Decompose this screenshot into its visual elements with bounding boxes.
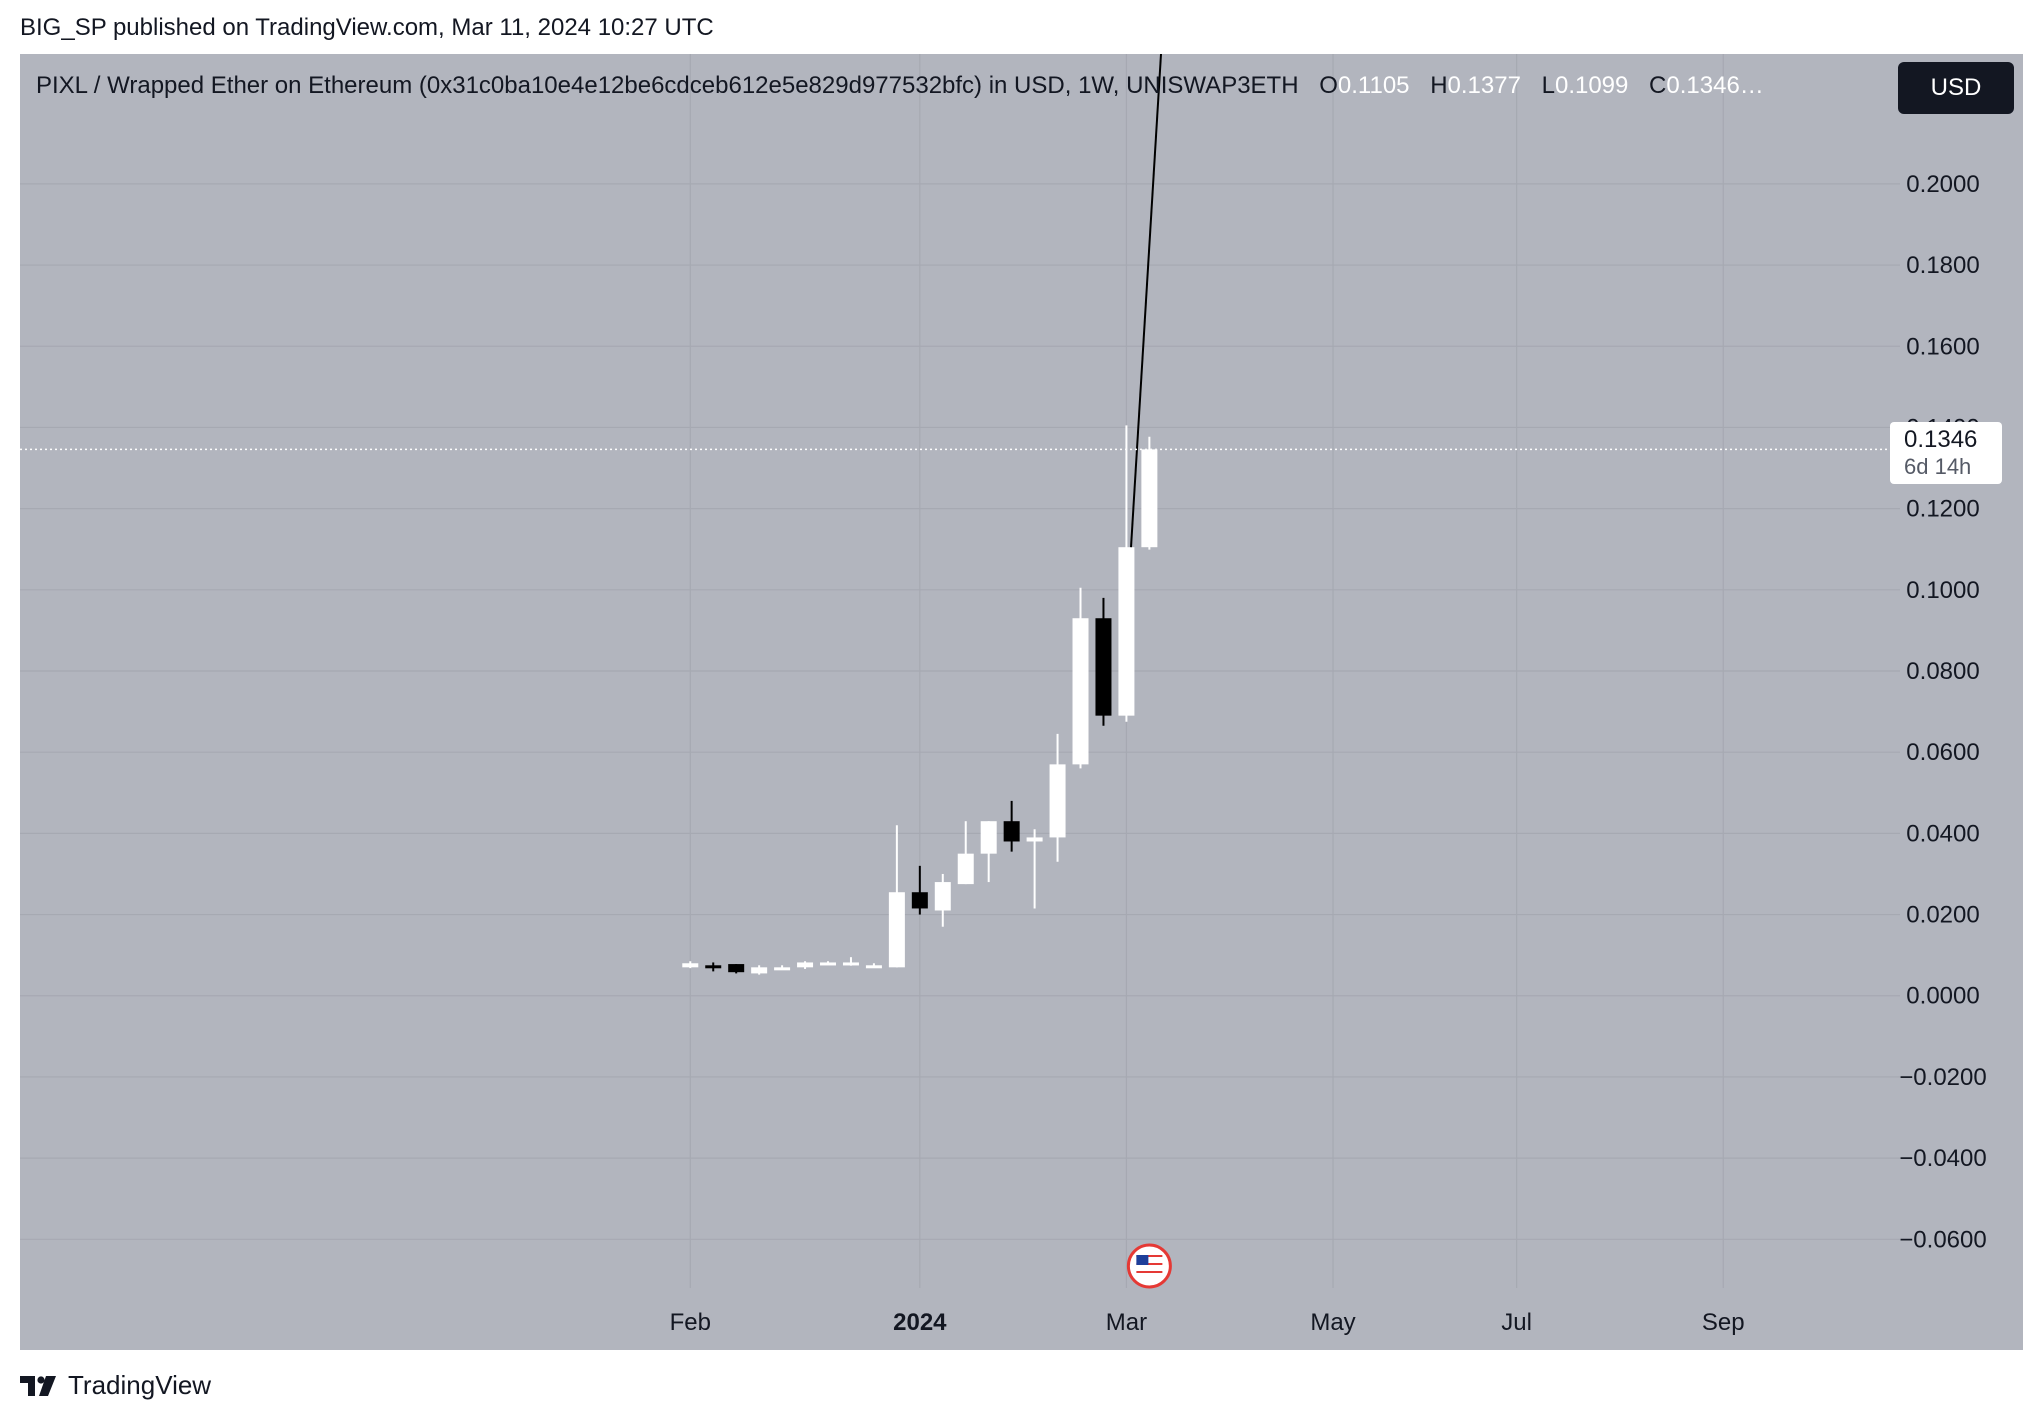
- close-key: C: [1649, 72, 1667, 99]
- chart-legend: PIXL / Wrapped Ether on Ethereum (0x31c0…: [36, 72, 1764, 100]
- high-key: H: [1430, 72, 1448, 99]
- symbol-description: PIXL / Wrapped Ether on Ethereum (0x31c0…: [36, 72, 1299, 99]
- chart-area[interactable]: 0.20000.18000.16000.14000.12000.10000.08…: [20, 54, 2023, 1350]
- candle-body: [728, 964, 745, 973]
- x-tick-label: May: [1310, 1309, 1355, 1336]
- y-tick-label: 0.1800: [1906, 252, 1979, 279]
- y-tick-label: 0.2000: [1906, 171, 1979, 198]
- y-tick-label: 0.0800: [1906, 658, 1979, 685]
- flag-stripe: [1136, 1275, 1163, 1277]
- candle-body: [774, 967, 791, 971]
- x-tick-label: Feb: [670, 1309, 711, 1336]
- flag-stripe: [1136, 1263, 1163, 1265]
- low-value: 0.1099: [1554, 72, 1629, 99]
- candle-body: [980, 821, 997, 854]
- publish-info: BIG_SP published on TradingView.com, Mar…: [20, 14, 714, 41]
- candle-body: [682, 963, 699, 968]
- candle-body: [842, 962, 859, 966]
- close-value: 0.1346…: [1666, 72, 1764, 99]
- y-tick-label: −0.0400: [1899, 1145, 1986, 1172]
- candle-body: [911, 892, 928, 909]
- last-price-tag: 0.1346 6d 14h: [1890, 422, 2002, 484]
- candle-body: [1003, 821, 1020, 842]
- candle-body: [1095, 618, 1112, 716]
- candle-body: [1072, 618, 1089, 765]
- candle-body: [888, 892, 905, 968]
- y-tick-label: 0.1600: [1906, 333, 1979, 360]
- candle-body: [1118, 547, 1135, 716]
- candle-body: [957, 853, 974, 885]
- flag-stripe: [1136, 1271, 1163, 1273]
- candle-body: [797, 962, 814, 968]
- tradingview-wordmark: TradingView: [68, 1370, 212, 1400]
- candle-body: [751, 967, 768, 974]
- trend-line: [1130, 54, 1163, 548]
- x-tick-label: Jul: [1501, 1309, 1532, 1336]
- candle-body: [865, 965, 882, 969]
- candle-body: [705, 965, 722, 969]
- x-tick-label: 2024: [893, 1309, 947, 1336]
- open-key: O: [1319, 72, 1338, 99]
- open-value: 0.1105: [1337, 72, 1410, 99]
- flag-stripe: [1136, 1267, 1163, 1269]
- candlestick-chart[interactable]: 0.20000.18000.16000.14000.12000.10000.08…: [20, 54, 2023, 1350]
- y-tick-label: −0.0200: [1899, 1064, 1986, 1091]
- last-price-value: 0.1346: [1904, 426, 1978, 453]
- y-tick-label: 0.1200: [1906, 496, 1979, 523]
- y-tick-label: 0.0600: [1906, 739, 1979, 766]
- y-tick-label: −0.0600: [1899, 1226, 1986, 1253]
- tradingview-logo[interactable]: TradingView: [20, 1370, 211, 1401]
- x-tick-label: Mar: [1106, 1309, 1147, 1336]
- us-flag-icon: [1126, 1243, 1172, 1289]
- tradingview-logo-icon: [20, 1375, 56, 1396]
- candle-body: [820, 962, 837, 966]
- candle-body: [1141, 449, 1158, 548]
- flag-canton: [1136, 1255, 1149, 1265]
- flag-stripe: [1136, 1255, 1163, 1257]
- y-tick-label: 0.0000: [1906, 983, 1979, 1010]
- high-value: 0.1377: [1447, 72, 1521, 99]
- low-key: L: [1541, 72, 1555, 99]
- y-tick-label: 0.0200: [1906, 902, 1979, 929]
- x-tick-label: Sep: [1702, 1309, 1745, 1336]
- candle-body: [1049, 764, 1066, 838]
- y-tick-label: 0.1000: [1906, 577, 1979, 604]
- y-tick-label: 0.0400: [1906, 820, 1979, 847]
- currency-button[interactable]: USD: [1898, 62, 2014, 114]
- candle-body: [1026, 837, 1043, 842]
- flag-stripe: [1136, 1259, 1163, 1261]
- candle-body: [934, 882, 951, 911]
- bar-countdown: 6d 14h: [1904, 454, 1972, 479]
